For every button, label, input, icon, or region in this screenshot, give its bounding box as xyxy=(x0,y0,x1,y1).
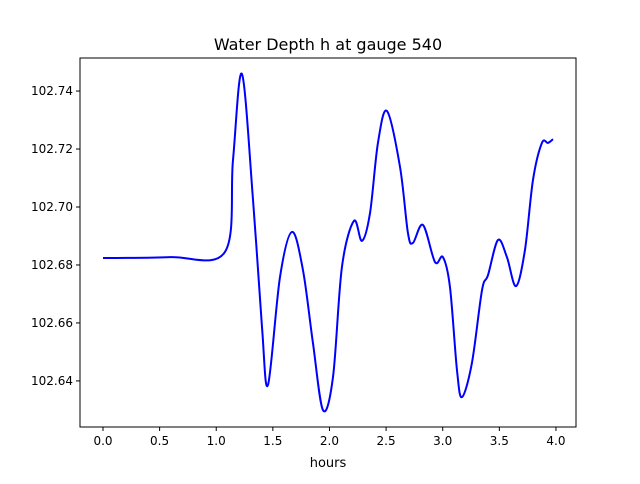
y-tick-label: 102.68 xyxy=(31,258,73,272)
x-tick-label: 2.0 xyxy=(320,434,339,448)
x-tick-label: 3.0 xyxy=(433,434,452,448)
x-tick-label: 0.5 xyxy=(150,434,169,448)
series-line-h xyxy=(102,72,554,413)
x-tick-label: 0.0 xyxy=(93,434,112,448)
y-tick-label: 102.64 xyxy=(31,374,73,388)
y-tick-label: 102.66 xyxy=(31,316,73,330)
x-tick-label: 1.5 xyxy=(263,434,282,448)
y-tick-label: 102.72 xyxy=(31,142,73,156)
x-tick-label: 4.0 xyxy=(546,434,565,448)
y-tick-label: 102.70 xyxy=(31,200,73,214)
y-tick-label: 102.74 xyxy=(31,84,73,98)
x-tick-label: 2.5 xyxy=(377,434,396,448)
x-axis-label: hours xyxy=(310,456,347,471)
chart-title: Water Depth h at gauge 540 xyxy=(214,35,442,54)
x-tick-label: 3.5 xyxy=(490,434,509,448)
plot-frame xyxy=(79,57,577,428)
x-tick-label: 1.0 xyxy=(207,434,226,448)
